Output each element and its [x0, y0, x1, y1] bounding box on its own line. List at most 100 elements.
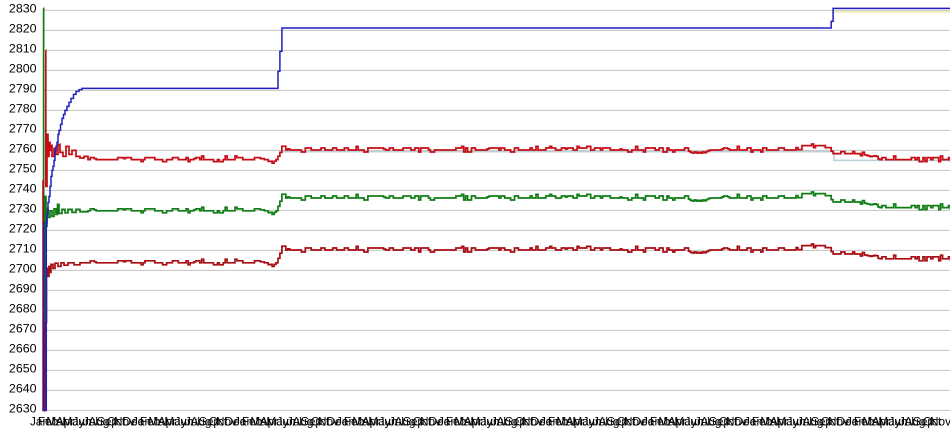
svg-text:Jul: Jul — [287, 414, 302, 428]
svg-text:Mar: Mar — [352, 414, 372, 428]
svg-text:Jan: Jan — [846, 414, 865, 428]
svg-text:Sep: Sep — [913, 414, 934, 428]
svg-text:May: May — [674, 414, 696, 428]
svg-text:Nov: Nov — [420, 414, 441, 428]
svg-text:Dec: Dec — [837, 414, 858, 428]
svg-text:2640: 2640 — [9, 382, 37, 396]
svg-text:Dec: Dec — [123, 414, 144, 428]
svg-text:Oct: Oct — [923, 414, 942, 428]
svg-text:Jan: Jan — [336, 414, 355, 428]
svg-text:Jun: Jun — [276, 414, 295, 428]
svg-text:2760: 2760 — [9, 142, 37, 156]
svg-text:Aug: Aug — [905, 414, 926, 428]
svg-text:2830: 2830 — [9, 2, 37, 16]
svg-text:Nov: Nov — [726, 414, 747, 428]
svg-text:Sep: Sep — [709, 414, 730, 428]
svg-text:May: May — [776, 414, 798, 428]
svg-text:Nov: Nov — [216, 414, 237, 428]
svg-text:Mar: Mar — [250, 414, 270, 428]
svg-text:Jul: Jul — [185, 414, 200, 428]
svg-text:Nov: Nov — [318, 414, 339, 428]
svg-text:2670: 2670 — [9, 322, 37, 336]
svg-text:Sep: Sep — [607, 414, 628, 428]
svg-text:2790: 2790 — [9, 82, 37, 96]
svg-text:Dec: Dec — [327, 414, 348, 428]
svg-text:2810: 2810 — [9, 42, 37, 56]
svg-text:2630: 2630 — [9, 402, 37, 416]
svg-text:Jul: Jul — [389, 414, 404, 428]
svg-text:Jun: Jun — [174, 414, 193, 428]
svg-text:2720: 2720 — [9, 222, 37, 236]
svg-text:Apr: Apr — [56, 414, 74, 428]
svg-text:Sep: Sep — [97, 414, 118, 428]
svg-text:May: May — [266, 414, 288, 428]
svg-text:Feb: Feb — [140, 414, 161, 428]
svg-text:Feb: Feb — [344, 414, 365, 428]
svg-text:Aug: Aug — [191, 414, 212, 428]
svg-text:May: May — [878, 414, 900, 428]
svg-text:Apr: Apr — [872, 414, 890, 428]
svg-text:Dec: Dec — [225, 414, 246, 428]
svg-text:Nov: Nov — [624, 414, 645, 428]
svg-text:Jan: Jan — [30, 414, 49, 428]
svg-text:Dec: Dec — [429, 414, 450, 428]
svg-text:Aug: Aug — [701, 414, 722, 428]
svg-text:Jul: Jul — [83, 414, 98, 428]
svg-text:Apr: Apr — [770, 414, 788, 428]
svg-text:Oct: Oct — [821, 414, 840, 428]
svg-text:Jun: Jun — [786, 414, 805, 428]
svg-text:Dec: Dec — [735, 414, 756, 428]
svg-text:Oct: Oct — [209, 414, 228, 428]
svg-text:Nov: Nov — [522, 414, 543, 428]
svg-text:Aug: Aug — [89, 414, 110, 428]
svg-text:2740: 2740 — [9, 182, 37, 196]
svg-text:Nov: Nov — [930, 414, 950, 428]
svg-text:Oct: Oct — [617, 414, 636, 428]
svg-text:Feb: Feb — [242, 414, 263, 428]
svg-text:Jun: Jun — [378, 414, 397, 428]
svg-text:Nov: Nov — [828, 414, 849, 428]
svg-text:Mar: Mar — [46, 414, 66, 428]
svg-text:Aug: Aug — [293, 414, 314, 428]
svg-text:May: May — [470, 414, 492, 428]
svg-text:May: May — [164, 414, 186, 428]
svg-text:Jul: Jul — [695, 414, 710, 428]
svg-text:Jun: Jun — [72, 414, 91, 428]
svg-text:Sep: Sep — [199, 414, 220, 428]
svg-text:2700: 2700 — [9, 262, 37, 276]
svg-text:Jun: Jun — [684, 414, 703, 428]
svg-text:Dec: Dec — [633, 414, 654, 428]
svg-text:Oct: Oct — [515, 414, 534, 428]
svg-text:Jul: Jul — [491, 414, 506, 428]
svg-text:Sep: Sep — [301, 414, 322, 428]
svg-text:May: May — [62, 414, 84, 428]
svg-text:2730: 2730 — [9, 202, 37, 216]
svg-text:Mar: Mar — [658, 414, 678, 428]
svg-text:Mar: Mar — [454, 414, 474, 428]
svg-text:2800: 2800 — [9, 62, 37, 76]
svg-text:Mar: Mar — [760, 414, 780, 428]
svg-text:Apr: Apr — [464, 414, 482, 428]
svg-text:2750: 2750 — [9, 162, 37, 176]
svg-text:Aug: Aug — [395, 414, 416, 428]
svg-text:2780: 2780 — [9, 102, 37, 116]
svg-text:Sep: Sep — [811, 414, 832, 428]
svg-text:Feb: Feb — [446, 414, 467, 428]
svg-text:Jan: Jan — [438, 414, 457, 428]
svg-text:Apr: Apr — [260, 414, 278, 428]
svg-text:Feb: Feb — [548, 414, 569, 428]
svg-text:Jul: Jul — [797, 414, 812, 428]
svg-text:Feb: Feb — [854, 414, 875, 428]
svg-text:Apr: Apr — [668, 414, 686, 428]
svg-text:Jan: Jan — [744, 414, 763, 428]
svg-text:Oct: Oct — [311, 414, 330, 428]
svg-text:2660: 2660 — [9, 342, 37, 356]
svg-text:Jun: Jun — [582, 414, 601, 428]
svg-text:Jan: Jan — [540, 414, 559, 428]
svg-text:Aug: Aug — [803, 414, 824, 428]
svg-text:Aug: Aug — [599, 414, 620, 428]
svg-text:2690: 2690 — [9, 282, 37, 296]
svg-text:Apr: Apr — [158, 414, 176, 428]
svg-text:Nov: Nov — [114, 414, 135, 428]
svg-text:Apr: Apr — [566, 414, 584, 428]
